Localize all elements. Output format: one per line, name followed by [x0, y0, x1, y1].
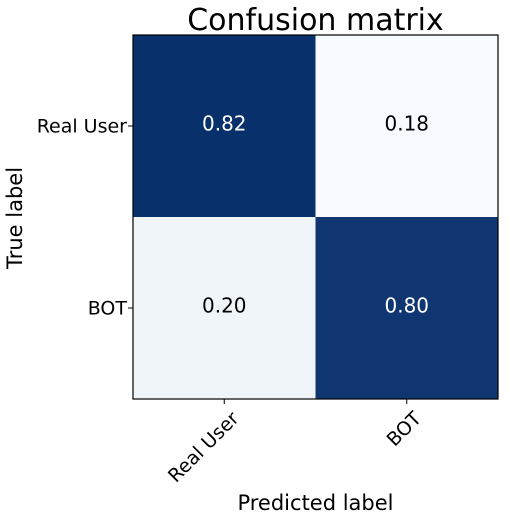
- cell-value-label: 0.18: [384, 112, 429, 136]
- x-axis-label: Predicted label: [237, 491, 393, 515]
- matrix-cells: [133, 35, 498, 399]
- plot-frame: [132, 34, 499, 400]
- matrix-cell-labels: 0.82 0.18 0.20 0.80: [202, 112, 429, 318]
- matrix-cell: [133, 35, 316, 217]
- cell-value-label: 0.20: [202, 294, 247, 318]
- y-axis-ticks: Real User BOT: [37, 116, 133, 320]
- matrix-cell: [315, 35, 498, 217]
- chart-title: Confusion matrix: [187, 3, 444, 38]
- cell-value-label: 0.82: [202, 112, 247, 136]
- y-axis-label: True label: [3, 167, 27, 270]
- cell-value-label: 0.80: [384, 294, 429, 318]
- x-tick-label: Real User: [164, 407, 244, 487]
- matrix-cell: [315, 217, 498, 399]
- x-tick-label: BOT: [383, 407, 427, 451]
- matrix-cell: [133, 217, 316, 399]
- x-axis-ticks: Real User BOT: [164, 399, 426, 487]
- y-tick-label: Real User: [37, 116, 127, 138]
- y-tick-label: BOT: [88, 298, 128, 320]
